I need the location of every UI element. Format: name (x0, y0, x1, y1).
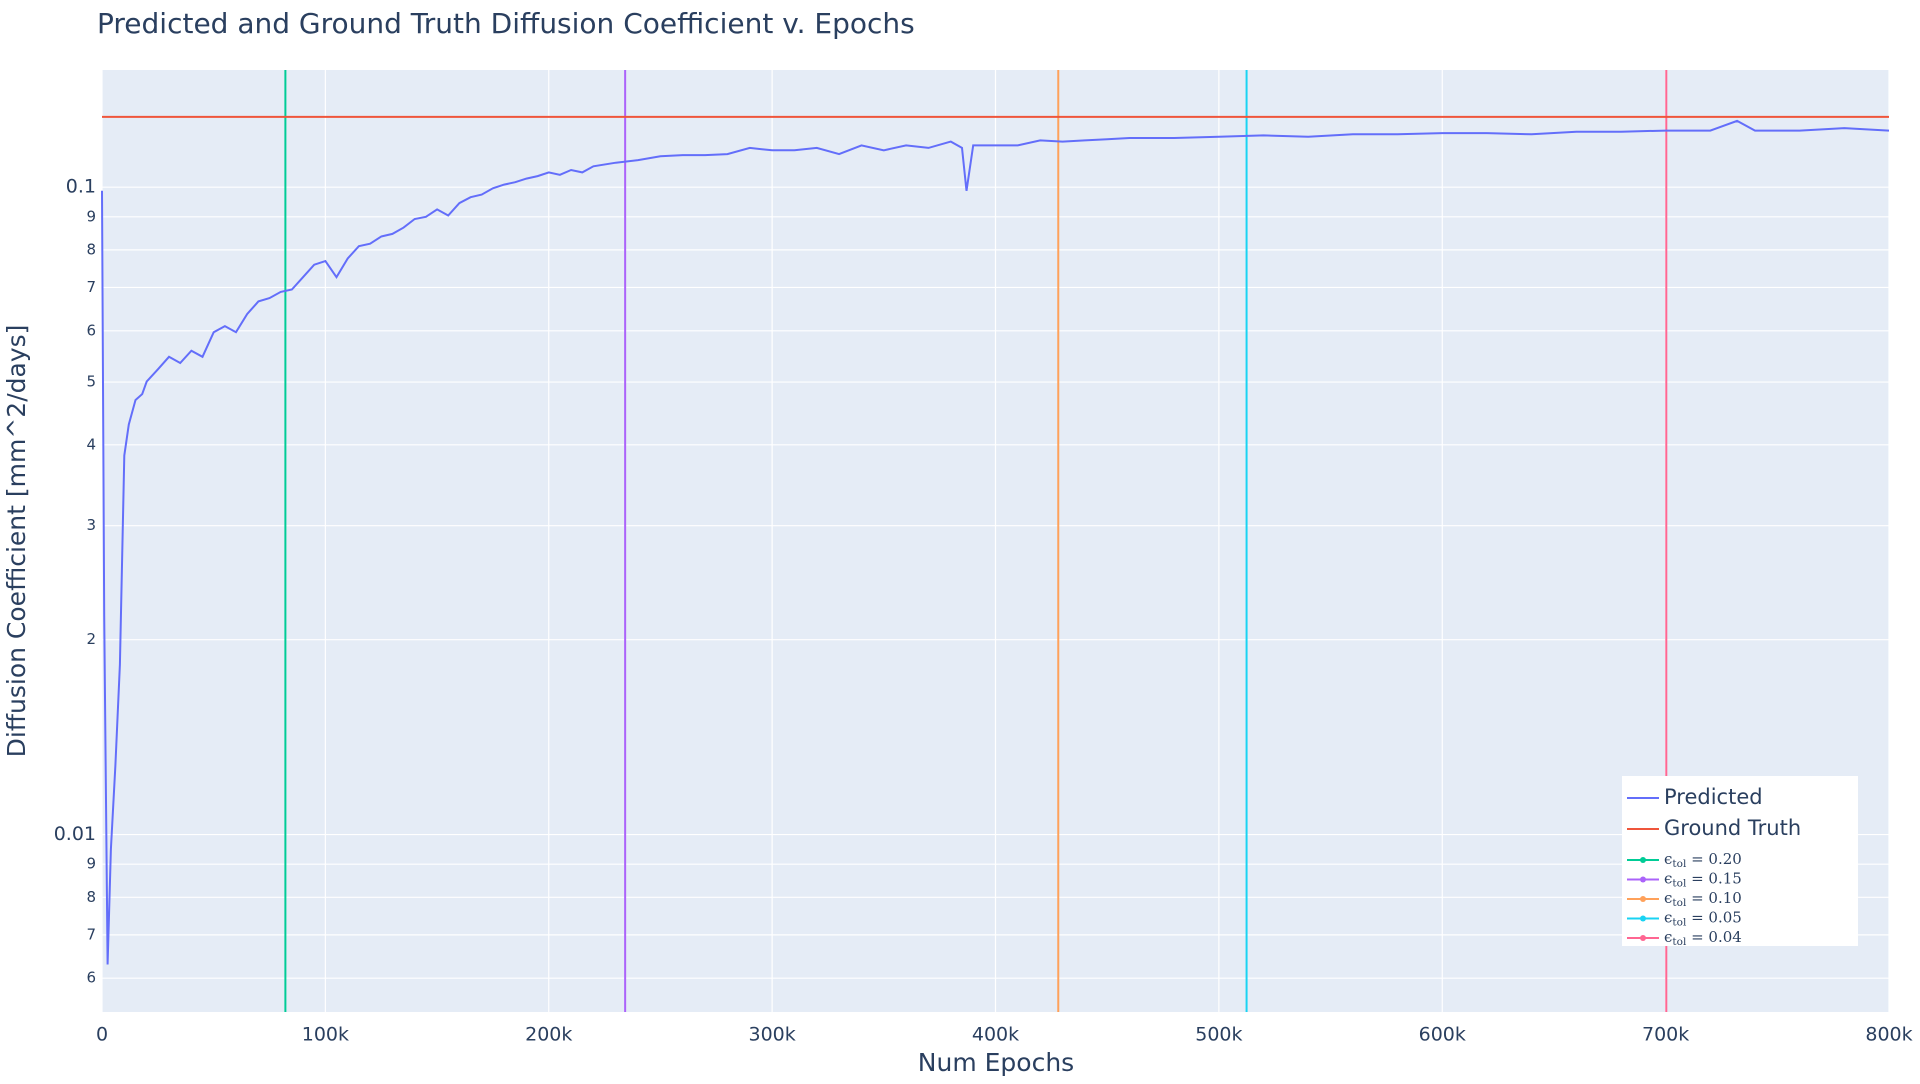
legend-label: Predicted (1664, 785, 1763, 809)
y-tick-label: 7 (86, 925, 96, 943)
legend-marker (1640, 857, 1646, 863)
y-tick-label: 2 (86, 630, 96, 648)
legend-label: ϵtol = 0.15 (1664, 870, 1742, 890)
y-tick-label: 7 (86, 278, 96, 296)
legend-marker (1640, 935, 1646, 941)
legend-marker (1640, 876, 1646, 883)
x-tick-label: 800k (1865, 1024, 1912, 1046)
y-tick-label: 9 (86, 855, 96, 873)
x-tick-label: 100k (302, 1024, 349, 1046)
y-tick-label: 3 (86, 516, 96, 534)
legend-label: ϵtol = 0.05 (1664, 909, 1742, 929)
legend-marker (1640, 896, 1646, 902)
x-tick-label: 500k (1195, 1024, 1242, 1046)
legend-marker (1640, 915, 1646, 922)
legend-label: Ground Truth (1664, 816, 1801, 840)
y-tick-label: 8 (86, 888, 96, 906)
y-tick-label: 5 (86, 373, 96, 391)
x-tick-label: 700k (1642, 1024, 1689, 1046)
legend-box (1622, 776, 1858, 946)
legend-label: ϵtol = 0.10 (1664, 889, 1742, 909)
data-line (101, 119, 1890, 965)
legend-label: ϵtol = 0.04 (1664, 928, 1742, 948)
x-tick-label: 200k (525, 1024, 572, 1046)
y-tick-label: 9 (86, 207, 96, 225)
y-tick-label: 8 (86, 240, 96, 258)
x-tick-label: 600k (1419, 1024, 1466, 1046)
y-tick-label: 6 (86, 969, 96, 987)
y-tick-label: 6 (86, 321, 96, 339)
x-tick-label: 400k (972, 1024, 1019, 1046)
y-tick-label: 0.01 (54, 823, 96, 845)
chart-title: Predicted and Ground Truth Diffusion Coe… (97, 7, 915, 40)
legend-label: ϵtol = 0.20 (1664, 850, 1742, 870)
x-tick-label: 0 (96, 1024, 108, 1046)
x-axis-title: Num Epochs (918, 1048, 1074, 1077)
x-tick-label: 300k (748, 1024, 795, 1046)
y-axis-title: Diffusion Coefficient [mm^2/days] (2, 325, 31, 758)
y-tick-label: 0.1 (66, 176, 96, 198)
y-tick-label: 4 (86, 435, 96, 453)
